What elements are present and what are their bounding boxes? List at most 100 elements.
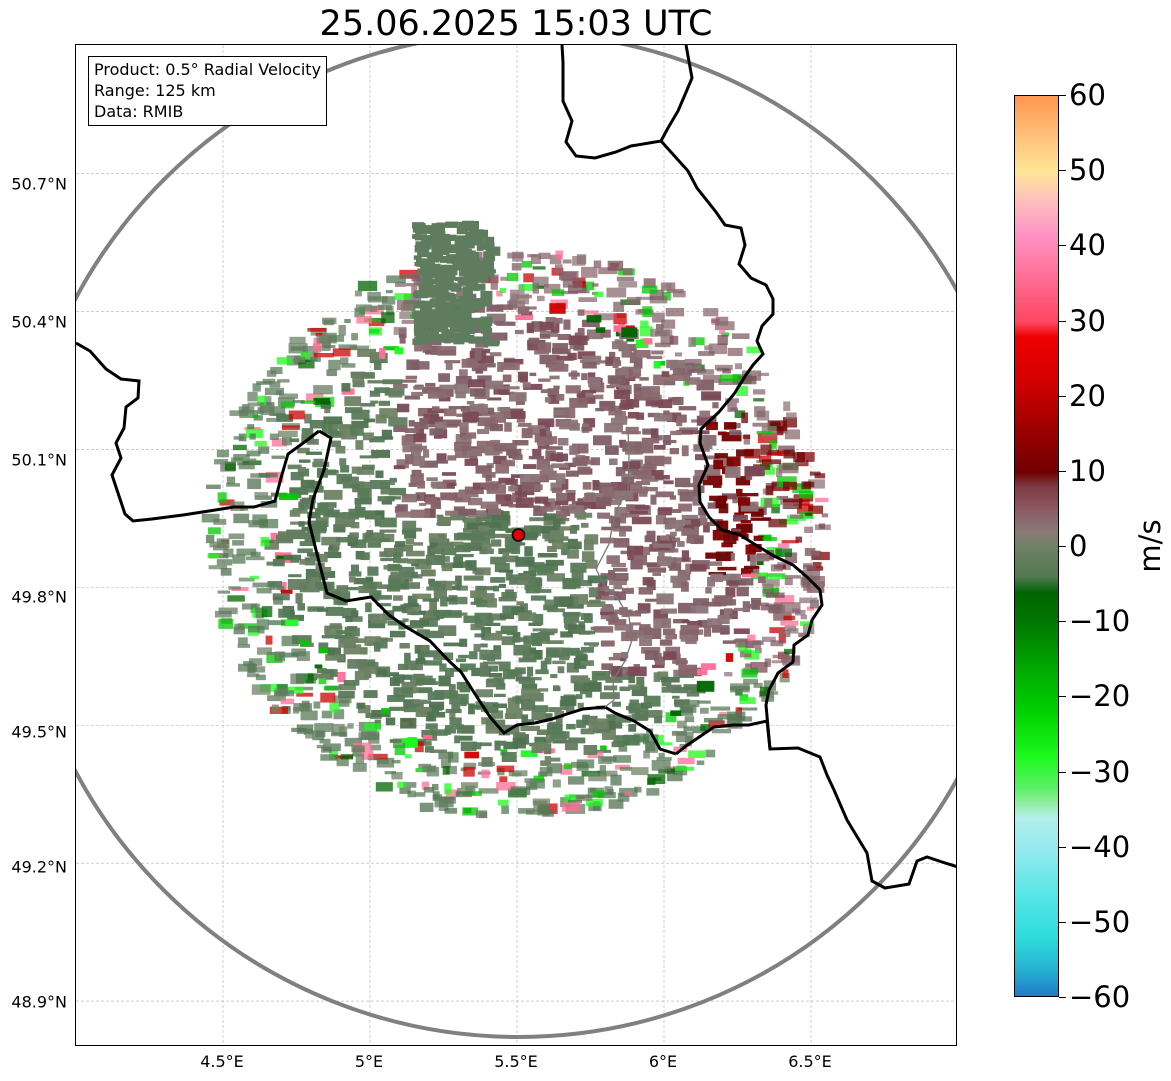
velocity-echo-cell xyxy=(777,426,784,436)
colorbar-tick-label: −40 xyxy=(1069,829,1131,864)
velocity-echo-cell xyxy=(477,417,496,426)
velocity-echo-cell xyxy=(482,332,491,341)
velocity-echo-cell xyxy=(494,320,505,325)
velocity-echo-cell xyxy=(639,505,651,516)
velocity-echo-cell xyxy=(328,544,336,551)
velocity-echo-cell xyxy=(466,401,475,405)
velocity-echo-cell xyxy=(518,612,537,622)
velocity-echo-cell xyxy=(765,485,774,496)
velocity-echo-cell xyxy=(386,585,401,592)
velocity-echo-cell xyxy=(301,428,314,438)
velocity-echo-cell xyxy=(616,276,635,282)
velocity-echo-cell xyxy=(608,446,616,454)
velocity-echo-cell xyxy=(677,720,687,729)
velocity-echo-cell xyxy=(735,638,748,648)
velocity-echo-cell xyxy=(499,776,508,783)
velocity-echo-cell xyxy=(778,633,786,644)
velocity-echo-cell xyxy=(501,752,517,762)
velocity-echo-cell xyxy=(393,687,414,698)
velocity-echo-cell xyxy=(484,632,503,641)
velocity-echo-cell xyxy=(687,620,703,626)
velocity-echo-cell xyxy=(347,659,367,669)
velocity-echo-cell xyxy=(647,774,666,785)
velocity-echo-cell xyxy=(373,436,394,440)
velocity-echo-cell xyxy=(613,301,625,312)
velocity-echo-cell xyxy=(721,432,742,442)
velocity-echo-cell xyxy=(532,705,549,713)
velocity-echo-cell xyxy=(351,745,365,752)
velocity-echo-cell xyxy=(303,345,322,352)
radar-map[interactable] xyxy=(76,45,957,1046)
velocity-echo-cell xyxy=(207,527,221,535)
velocity-echo-cell xyxy=(802,569,821,581)
velocity-echo-cell xyxy=(274,651,286,662)
velocity-echo-cell xyxy=(271,704,279,714)
velocity-echo-cell xyxy=(454,441,472,452)
velocity-echo-cell xyxy=(468,220,479,231)
velocity-echo-cell xyxy=(611,665,623,677)
velocity-echo-cell xyxy=(387,563,401,572)
velocity-echo-cell xyxy=(605,356,614,366)
velocity-echo-cell xyxy=(468,703,475,715)
graticule xyxy=(76,45,956,1045)
velocity-echo-cell xyxy=(543,283,561,294)
velocity-echo-cell xyxy=(474,349,482,361)
velocity-echo-cell xyxy=(628,724,637,732)
velocity-echo-cell xyxy=(781,602,801,613)
velocity-echo-cell xyxy=(446,314,461,320)
velocity-echo-cell xyxy=(736,586,749,597)
velocity-echo-cell xyxy=(463,542,482,551)
velocity-echo-cell xyxy=(761,579,780,587)
velocity-echo-cell xyxy=(457,787,473,795)
velocity-echo-cell xyxy=(489,352,502,357)
velocity-echo-cell xyxy=(280,589,293,594)
velocity-echo-cell xyxy=(515,556,535,567)
velocity-echo-cell xyxy=(318,642,329,654)
velocity-echo-cell xyxy=(651,760,671,771)
velocity-echo-cell xyxy=(413,326,422,334)
velocity-echo-cell xyxy=(479,649,489,660)
velocity-echo-cell xyxy=(455,545,471,553)
velocity-echo-cell xyxy=(660,535,670,542)
velocity-echo-cell xyxy=(332,544,340,551)
velocity-echo-cell xyxy=(569,445,578,455)
velocity-echo-cell xyxy=(783,449,795,459)
velocity-echo-cell xyxy=(295,686,314,691)
velocity-echo-cell xyxy=(549,375,560,380)
velocity-echo-cell xyxy=(271,455,285,459)
velocity-echo-cell xyxy=(452,562,464,569)
velocity-echo-cell xyxy=(446,304,466,311)
velocity-echo-cell xyxy=(633,350,651,358)
velocity-echo-cell xyxy=(496,290,503,297)
velocity-echo-cell xyxy=(676,418,683,427)
velocity-echo-cell xyxy=(515,497,534,508)
velocity-echo-cell xyxy=(484,293,492,304)
radar-site-marker[interactable] xyxy=(511,528,526,542)
radar-map-panel[interactable] xyxy=(75,44,957,1046)
velocity-echo-cell xyxy=(653,361,661,369)
velocity-echo-cell xyxy=(636,296,653,300)
velocity-echo-cell xyxy=(323,686,337,691)
velocity-echo-cell xyxy=(532,448,542,460)
velocity-echo-cell xyxy=(812,562,822,568)
velocity-echo-cell xyxy=(484,339,500,345)
velocity-echo-cell xyxy=(487,654,496,662)
velocity-echo-cell xyxy=(444,238,451,248)
velocity-echo-cell xyxy=(394,506,405,513)
velocity-echo-cell xyxy=(762,536,777,542)
velocity-echo-cell xyxy=(307,606,325,612)
velocity-echo-cell xyxy=(475,465,492,474)
lat-label-48.9: 48.9°N xyxy=(11,992,67,1012)
velocity-echo-cell xyxy=(265,635,273,645)
colorbar-segment xyxy=(1015,622,1058,668)
velocity-echo-cell xyxy=(447,752,459,763)
velocity-echo-cell xyxy=(414,332,428,337)
velocity-echo-cell xyxy=(399,566,415,577)
velocity-echo-cell xyxy=(273,596,284,605)
velocity-echo-cell xyxy=(370,400,379,404)
velocity-echo-cell xyxy=(267,581,282,588)
velocity-echo-cell xyxy=(568,372,580,377)
velocity-echo-cell xyxy=(462,791,482,796)
velocity-echo-cell xyxy=(543,498,556,505)
colorbar-tick xyxy=(1059,395,1066,397)
